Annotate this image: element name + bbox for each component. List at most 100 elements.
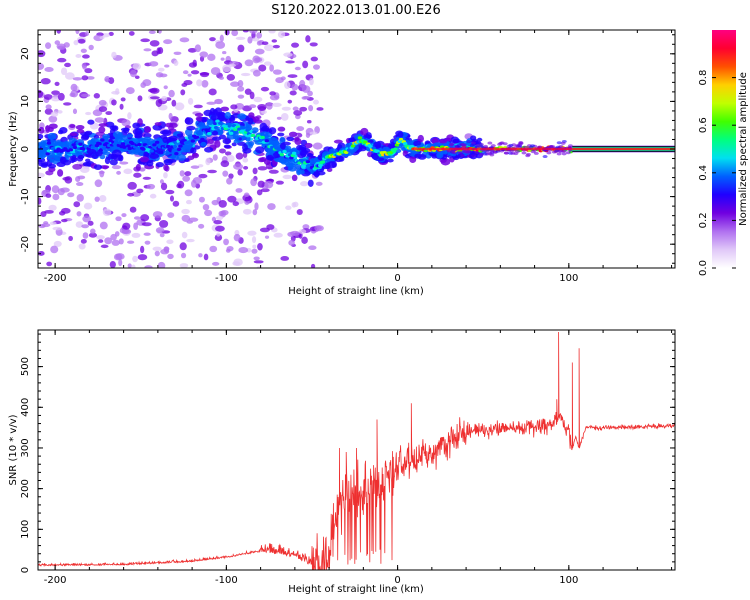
noise-blob (179, 242, 187, 251)
noise-blob (291, 83, 299, 91)
noise-blob (155, 227, 165, 234)
noise-blob (233, 163, 244, 170)
ridge-blob (174, 152, 179, 156)
band-blob (210, 113, 221, 122)
noise-blob (207, 138, 214, 145)
noise-blob (285, 205, 292, 211)
band-blob (81, 133, 90, 140)
band-blob (139, 156, 149, 163)
band-blob (248, 112, 255, 119)
noise-blob (252, 167, 258, 175)
noise-blob (56, 30, 61, 34)
noise-blob (80, 48, 87, 53)
noise-blob (242, 30, 249, 33)
colorbar-label: Normalized spectral amplitude (738, 72, 749, 226)
noise-blob (38, 62, 45, 70)
noise-blob (184, 189, 193, 197)
noise-blob (198, 223, 205, 229)
noise-blob (310, 263, 316, 268)
noise-blob (207, 53, 216, 61)
noise-blob (192, 59, 197, 67)
band-blob (165, 122, 174, 128)
ridge-blob (371, 146, 376, 150)
noise-blob (161, 95, 168, 102)
noise-blob (190, 165, 200, 169)
noise-blob (163, 85, 168, 90)
noise-blob (63, 102, 72, 106)
noise-blob (254, 48, 265, 55)
noise-blob (257, 166, 268, 171)
noise-blob (287, 74, 298, 78)
colorbar-tick-label: 0.6 (698, 117, 709, 133)
noise-blob (243, 165, 249, 170)
noise-blob (38, 172, 45, 178)
noise-blob (210, 67, 221, 75)
noise-blob (166, 239, 174, 245)
noise-blob (142, 79, 152, 87)
noise-blob (86, 76, 95, 80)
noise-blob (275, 180, 284, 185)
halo-blob (560, 141, 566, 145)
noise-blob (306, 120, 312, 124)
band-blob (69, 124, 76, 129)
noise-blob (44, 108, 53, 115)
halo-blob (553, 149, 559, 153)
ridge-blob (100, 138, 105, 142)
snr-y-label: SNR (10 * v/v) (8, 414, 19, 485)
halo-blob (475, 143, 481, 147)
noise-blob (179, 263, 189, 268)
noise-blob (181, 83, 188, 87)
constant-frequency-band (572, 148, 675, 150)
ridge-blob (78, 142, 83, 146)
snr-panel: -200 -100 0 100 0 100 200 300 400 500 Height of … (8, 329, 676, 595)
noise-blob (75, 54, 82, 59)
noise-blob (184, 171, 192, 177)
ridge-blob (64, 144, 69, 148)
noise-blob (57, 92, 65, 101)
noise-blob (120, 97, 126, 102)
band-blob (38, 153, 44, 160)
halo-blob (459, 154, 465, 158)
noise-blob (182, 70, 189, 75)
band-blob (259, 157, 267, 163)
ridge-blob (159, 150, 164, 154)
noise-blob (230, 104, 238, 110)
noise-blob (233, 258, 243, 267)
noise-blob (264, 235, 270, 239)
halo-blob (556, 152, 562, 156)
ridge-blob (154, 140, 160, 144)
noise-blob (218, 199, 227, 208)
band-blob (191, 152, 200, 159)
x-tick-label: 100 (559, 575, 578, 586)
noise-blob (116, 170, 121, 175)
noise-blob (226, 177, 233, 185)
noise-blob (238, 247, 249, 254)
noise-blob (233, 233, 241, 242)
noise-blob (82, 232, 89, 239)
noise-blob (237, 86, 245, 92)
ridge-blob (194, 135, 200, 139)
noise-blob (51, 90, 60, 96)
noise-blob (84, 31, 89, 37)
noise-blob (64, 176, 73, 184)
noise-blob (177, 180, 185, 189)
noise-blob (137, 95, 143, 102)
halo-blob (473, 150, 479, 154)
halo-blob (561, 152, 567, 156)
noise-blob (127, 263, 132, 268)
ridge-blob (282, 149, 287, 154)
noise-blob (108, 31, 114, 36)
noise-blob (75, 176, 81, 183)
noise-blob (127, 112, 132, 120)
ridge-blob (344, 150, 349, 155)
noise-blob (299, 79, 306, 88)
band-blob (98, 123, 108, 127)
noise-blob (76, 161, 85, 165)
noise-blob (82, 215, 92, 223)
noise-blob (105, 111, 113, 116)
noise-blob (243, 192, 250, 198)
ridge-blob (276, 147, 282, 151)
band-blob (143, 133, 152, 139)
y-tick-label: 20 (20, 47, 31, 60)
